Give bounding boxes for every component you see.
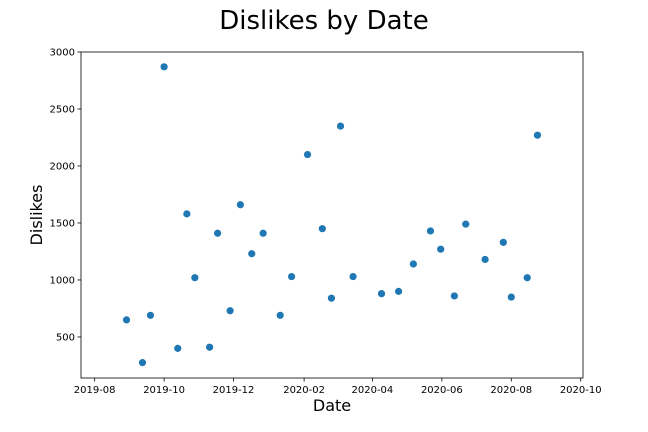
data-point [236,201,244,209]
x-tick-label: 2019-10 [143,385,185,396]
data-point [160,63,168,71]
data-point [248,250,256,258]
data-point [226,307,234,315]
plot-area-frame [80,51,584,379]
data-point [394,287,403,295]
chart-title: Dislikes by Date [219,6,428,36]
x-tick-label: 2020-08 [490,385,532,396]
data-point [409,260,417,268]
data-point [481,255,489,264]
data-point [259,229,267,237]
y-tick-label: 2500 [50,104,75,115]
data-point [213,229,222,237]
data-point [183,210,191,218]
data-point [327,294,336,302]
y-tick-label: 3000 [50,48,75,59]
x-tick-label: 2020-06 [421,385,463,396]
data-point [450,292,458,300]
x-tick-label: 2019-12 [213,385,255,396]
x-tick-label: 2020-10 [560,385,602,396]
y-tick-label: 2000 [50,161,75,172]
y-tick-label: 500 [56,332,75,343]
data-point [122,316,131,324]
data-point [174,344,182,352]
data-point [426,227,435,235]
x-tick-label: 2020-04 [352,385,394,396]
x-tick-label: 2019-08 [74,385,116,396]
y-tick-label: 1000 [50,275,75,286]
data-point [191,274,199,282]
data-point [349,272,357,281]
data-point [336,122,345,130]
x-axis-label: Date [313,396,351,415]
data-point [523,274,531,282]
y-tick-label: 1500 [50,218,75,229]
data-point [499,238,507,246]
data-point [303,150,312,159]
data-point [533,131,542,139]
y-axis-label: Dislikes [27,185,46,246]
data-point [437,245,445,253]
data-point [146,311,155,319]
data-point [507,293,515,301]
x-tick-label: 2020-02 [283,385,325,396]
data-point [138,359,147,367]
data-point [276,311,284,319]
x-axis: 2019-08 2019-10 2019-12 2020-02 2020-04 2020-… [74,378,602,396]
data-point [318,225,326,233]
data-point [462,220,470,228]
data-points [122,63,542,367]
data-point [287,272,296,281]
data-point [377,290,386,298]
data-point [206,343,214,351]
y-axis: 500 1000 1500 2000 2500 3000 [50,48,81,343]
